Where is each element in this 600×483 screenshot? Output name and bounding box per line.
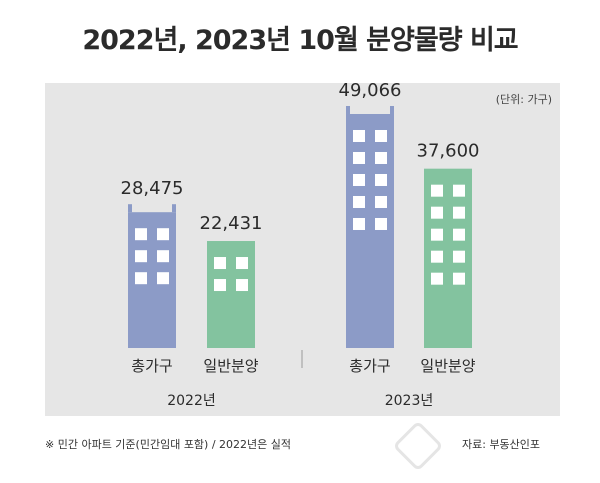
bar-1-1 <box>424 168 472 348</box>
category-label: 일반분양 <box>420 357 475 375</box>
data-label: 28,475 <box>121 178 184 199</box>
building-window <box>431 228 443 241</box>
building-window <box>453 206 465 219</box>
group-label: 2023년 <box>385 393 434 409</box>
building-window <box>214 257 226 270</box>
building-window <box>157 250 169 263</box>
bar-roof-notch <box>172 204 176 213</box>
bar-roof-notch <box>128 204 132 213</box>
building-window <box>375 217 387 230</box>
building-window <box>236 279 248 292</box>
building-window <box>431 272 443 285</box>
building-window <box>353 129 365 142</box>
building-window <box>135 228 147 241</box>
building-window <box>453 184 465 197</box>
bar-roof-notch <box>390 105 394 114</box>
building-window <box>453 250 465 263</box>
bar-1-0 <box>207 241 255 348</box>
building-window <box>353 195 365 208</box>
bar-0-1 <box>346 105 394 348</box>
data-label: 22,431 <box>200 213 263 234</box>
building-window <box>353 151 365 164</box>
building-window <box>375 173 387 186</box>
group-label: 2022년 <box>167 393 216 409</box>
building-window <box>214 279 226 292</box>
bar-roof-notch <box>346 105 350 114</box>
building-window <box>157 272 169 285</box>
building-window <box>375 151 387 164</box>
source-label: 자료: 부동산인포 <box>462 438 541 451</box>
building-window <box>375 129 387 142</box>
building-window <box>453 272 465 285</box>
building-window <box>135 272 147 285</box>
building-window <box>431 250 443 263</box>
building-window <box>353 173 365 186</box>
bar-0-0 <box>128 204 176 348</box>
data-label: 37,600 <box>417 141 480 162</box>
building-window <box>375 195 387 208</box>
building-window <box>353 217 365 230</box>
footnote: ※ 민간 아파트 기준(민간임대 포함) / 2022년은 실적 <box>45 438 292 451</box>
category-label: 총가구 <box>131 357 172 375</box>
bar-rect <box>346 113 394 348</box>
building-window <box>431 184 443 197</box>
building-window <box>135 250 147 263</box>
building-window <box>236 257 248 270</box>
category-label: 일반분양 <box>203 357 258 375</box>
chart-title: 2022년, 2023년 10월 분양물량 비교 <box>82 25 518 56</box>
data-label: 49,066 <box>339 80 402 101</box>
building-window <box>157 228 169 241</box>
building-window <box>431 206 443 219</box>
building-window <box>453 228 465 241</box>
category-label: 총가구 <box>349 357 390 375</box>
unit-label: (단위: 가구) <box>495 93 552 106</box>
